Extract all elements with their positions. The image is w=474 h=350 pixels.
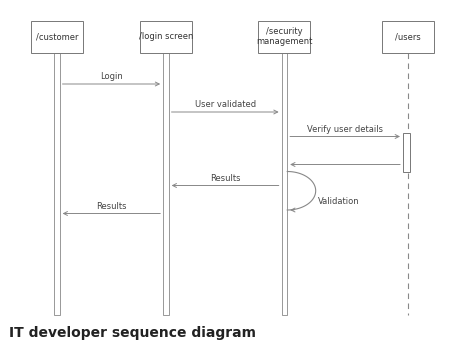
Bar <box>54 52 60 315</box>
Bar <box>163 52 169 315</box>
Bar <box>403 133 410 172</box>
Bar <box>258 21 310 52</box>
Bar <box>31 21 83 52</box>
Text: /security
management: /security management <box>256 27 312 47</box>
Text: Validation: Validation <box>318 197 360 206</box>
Bar <box>382 21 434 52</box>
Bar <box>282 52 287 315</box>
Text: Results: Results <box>210 174 240 183</box>
Text: Verify user details: Verify user details <box>307 125 383 134</box>
Text: /users: /users <box>395 32 420 41</box>
Text: IT developer sequence diagram: IT developer sequence diagram <box>9 326 256 340</box>
Bar <box>140 21 192 52</box>
Text: Results: Results <box>96 202 127 211</box>
Text: User validated: User validated <box>195 100 255 109</box>
Text: /login screen: /login screen <box>139 32 193 41</box>
Text: /customer: /customer <box>36 32 78 41</box>
Text: Login: Login <box>100 72 123 81</box>
